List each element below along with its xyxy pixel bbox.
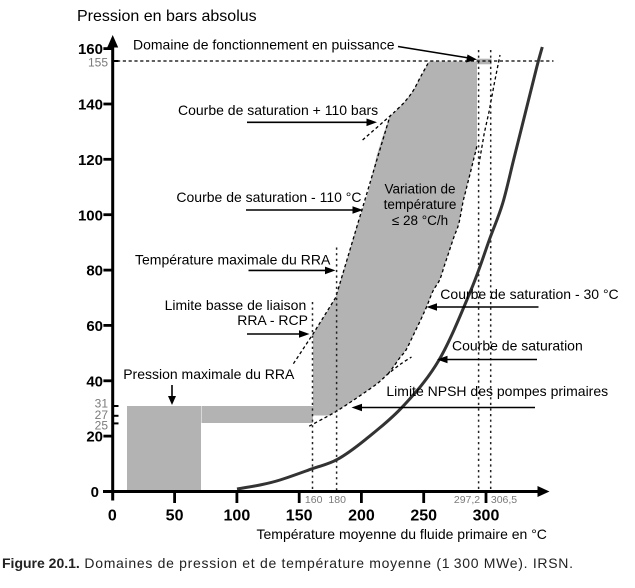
svg-text:25: 25	[95, 419, 109, 433]
svg-text:20: 20	[86, 429, 103, 446]
svg-text:Courbe de saturation - 110 °C: Courbe de saturation - 110 °C	[176, 189, 361, 205]
svg-text:306,5: 306,5	[491, 494, 517, 506]
svg-text:Courbe de saturation - 30 °C: Courbe de saturation - 30 °C	[440, 286, 618, 302]
svg-text:297,2: 297,2	[454, 494, 480, 506]
svg-text:140: 140	[78, 97, 103, 114]
svg-text:50: 50	[166, 507, 184, 524]
svg-text:31: 31	[95, 397, 109, 411]
svg-text:40: 40	[86, 373, 103, 390]
svg-text:≤ 28 °C/h: ≤ 28 °C/h	[392, 213, 448, 228]
svg-text:Courbe de saturation + 110 bar: Courbe de saturation + 110 bars	[178, 102, 378, 118]
svg-text:27: 27	[95, 408, 109, 422]
svg-text:60: 60	[86, 318, 103, 335]
svg-text:température: température	[384, 197, 457, 212]
svg-text:200: 200	[348, 507, 375, 524]
svg-text:Courbe de saturation: Courbe de saturation	[452, 338, 583, 354]
svg-text:Limite basse de liaison: Limite basse de liaison	[165, 297, 307, 313]
svg-text:0: 0	[108, 507, 117, 524]
svg-text:100: 100	[224, 507, 251, 524]
svg-text:Pression maximale du RRA: Pression maximale du RRA	[123, 366, 295, 382]
svg-text:300: 300	[473, 507, 500, 524]
svg-text:155: 155	[88, 55, 108, 69]
svg-text:Pression en bars absolus: Pression en bars absolus	[77, 8, 257, 25]
svg-text:RRA - RCP: RRA - RCP	[237, 312, 308, 328]
svg-text:Température moyenne du fluide: Température moyenne du fluide primaire e…	[257, 526, 547, 542]
svg-text:100: 100	[78, 207, 103, 224]
svg-text:160: 160	[305, 494, 323, 506]
svg-text:Température maximale du RRA: Température maximale du RRA	[135, 252, 331, 268]
svg-text:Variation de: Variation de	[384, 182, 455, 197]
svg-text:180: 180	[328, 494, 346, 506]
svg-text:150: 150	[286, 507, 313, 524]
svg-text:120: 120	[78, 152, 103, 169]
svg-text:250: 250	[410, 507, 437, 524]
svg-text:Limite NPSH des pompes primair: Limite NPSH des pompes primaires	[386, 383, 608, 399]
svg-text:80: 80	[86, 263, 103, 280]
svg-text:Figure 20.1. Domaines de press: Figure 20.1. Domaines de pression et de …	[2, 555, 574, 571]
svg-text:Domaine de fonctionnement en p: Domaine de fonctionnement en puissance	[133, 37, 395, 53]
svg-text:160: 160	[78, 41, 103, 58]
svg-text:0: 0	[91, 484, 99, 501]
